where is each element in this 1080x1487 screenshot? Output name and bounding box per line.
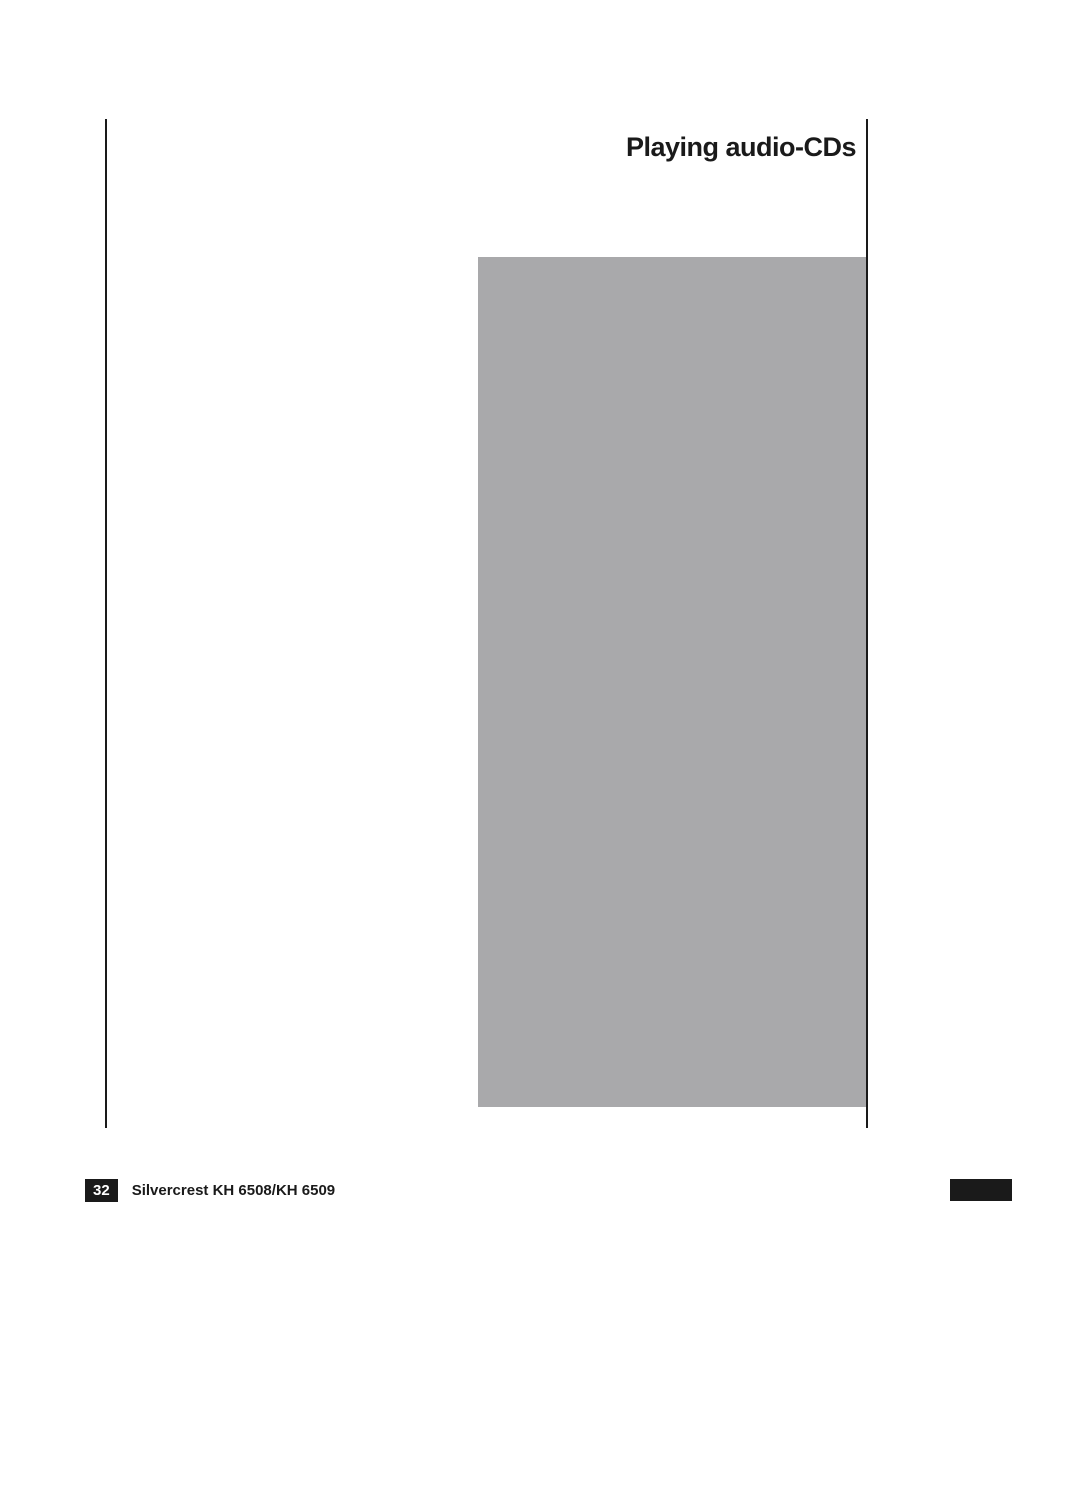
section-title: Playing audio-CDs — [626, 132, 856, 163]
footer: 32 Silvercrest KH 6508/KH 6509 — [85, 1178, 1012, 1202]
page-number-badge: 32 — [85, 1179, 118, 1202]
grey-image-block — [478, 257, 866, 1107]
content-area: Playing audio-CDs — [105, 119, 868, 1128]
footer-product-label: Silvercrest KH 6508/KH 6509 — [132, 1182, 335, 1199]
footer-right-bar — [950, 1179, 1012, 1201]
